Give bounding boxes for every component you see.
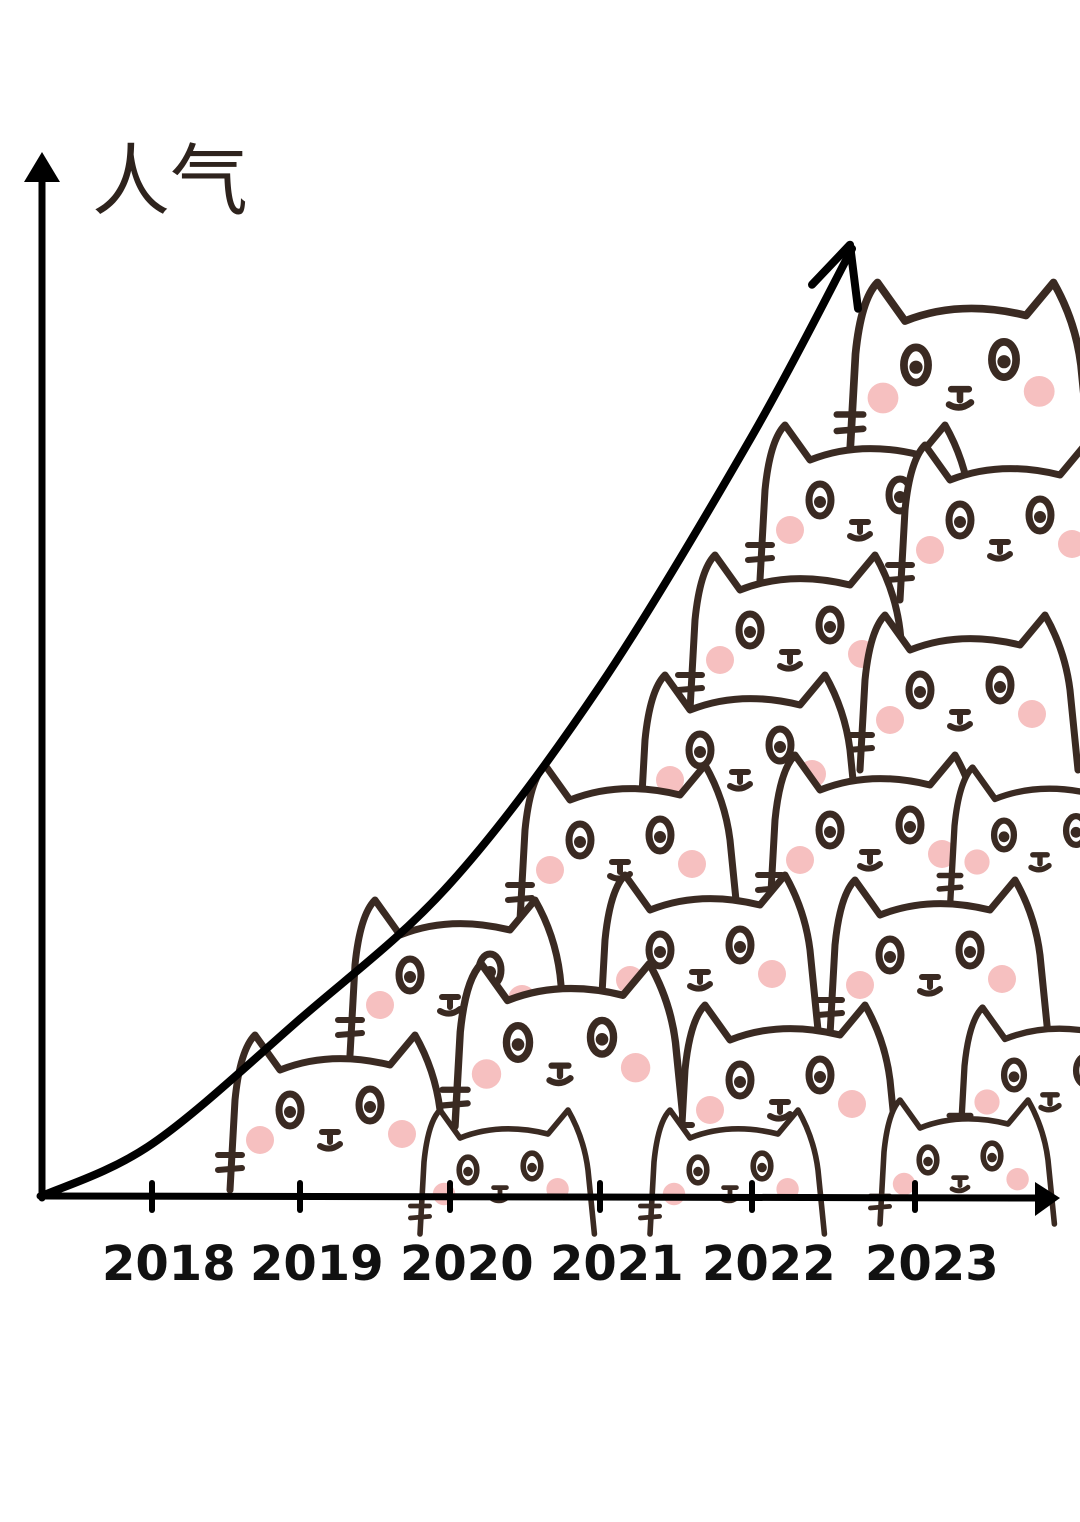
cat-head-doodle (845, 611, 1080, 774)
cat-head-doodle (439, 960, 688, 1131)
x-tick-label: 2021 (550, 1236, 684, 1292)
cat-head-doodle (867, 1097, 1058, 1227)
y-axis-arrow-icon (24, 152, 60, 182)
x-axis (36, 1192, 1049, 1202)
cat-head-doodle (665, 1001, 902, 1164)
curve-arrow-icon (808, 240, 862, 313)
x-tick-label: 2020 (400, 1236, 534, 1292)
x-tick-label: 2019 (250, 1236, 384, 1292)
x-tick-label: 2022 (702, 1236, 836, 1292)
x-tick-label: 2023 (865, 1236, 999, 1292)
cat-head-doodle (815, 876, 1052, 1039)
cat-head-doodle (885, 441, 1080, 604)
x-axis-arrow-icon (1035, 1182, 1060, 1216)
cat-head-doodle (637, 1107, 828, 1237)
cat-head-doodle (407, 1107, 598, 1237)
cat-head-doodle (755, 751, 992, 914)
cat-head-doodle (833, 278, 1080, 457)
x-tick-label: 2018 (102, 1236, 236, 1292)
y-axis-label: 人气 (92, 137, 248, 227)
cat-head-doodle (215, 1031, 452, 1194)
cat-head-doodle (505, 761, 742, 924)
series-line (38, 244, 856, 1200)
cat-head-doodle (936, 764, 1080, 911)
cat-doodles (215, 278, 1080, 1237)
cat-head-doodle (675, 551, 912, 714)
